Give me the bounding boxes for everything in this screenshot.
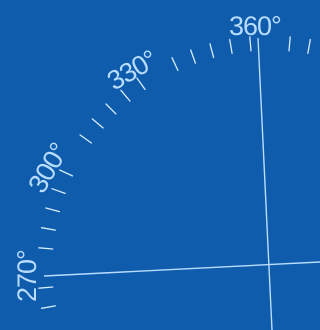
tick-mark xyxy=(79,134,93,144)
degree-label-270: 270° xyxy=(12,250,42,302)
tick-mark xyxy=(120,89,131,102)
tick-mark xyxy=(288,36,291,52)
crosshair-horizontal xyxy=(43,261,320,277)
tick-mark xyxy=(91,118,104,129)
tick-mark xyxy=(190,49,197,64)
degree-label-300: 300° xyxy=(22,138,74,198)
tick-mark xyxy=(38,286,54,289)
tick-mark xyxy=(171,57,179,72)
tick-mark xyxy=(59,169,74,177)
tick-mark xyxy=(209,43,215,59)
tick-mark xyxy=(249,36,252,52)
tick-mark xyxy=(40,227,56,231)
tick-mark xyxy=(105,103,117,115)
tick-mark xyxy=(229,38,233,54)
tick-mark xyxy=(51,188,66,195)
crosshair-vertical xyxy=(257,37,273,330)
tick-mark xyxy=(136,77,146,91)
tick-mark xyxy=(38,247,54,250)
degree-label-330: 330° xyxy=(102,44,162,96)
tick-mark xyxy=(45,207,61,213)
tick-mark xyxy=(40,305,56,309)
tick-mark xyxy=(307,38,311,54)
tick-marks xyxy=(38,36,311,309)
degree-label-360: 360° xyxy=(229,11,281,41)
